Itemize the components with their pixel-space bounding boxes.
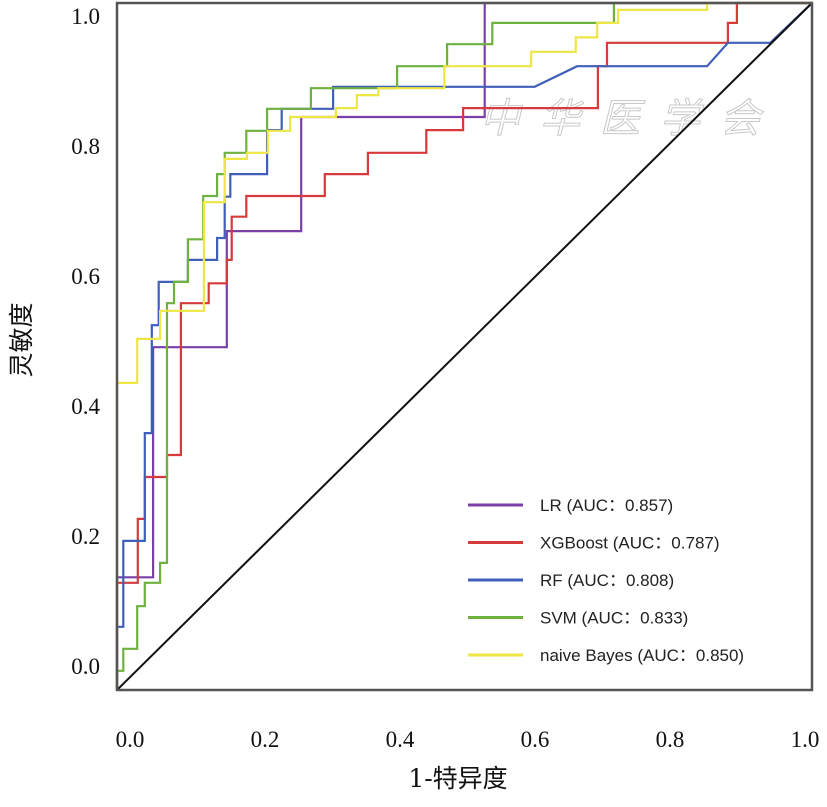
legend-label: naive Bayes (AUC：0.850) [540, 646, 744, 665]
legend-label: SVM (AUC：0.833) [540, 609, 688, 628]
series-layer [115, 1, 813, 690]
x-tick-label: 1.0 [791, 727, 820, 752]
roc-curve-5 [115, 1, 812, 690]
roc-curve-1 [115, 1, 812, 690]
legend: LR (AUC：0.857) XGBoost (AUC：0.787) RF (AUC… [468, 496, 744, 665]
x-tick-label: 0.6 [521, 727, 550, 752]
y-axis-label: 灵敏度 [7, 302, 36, 377]
x-tick-label: 0.0 [116, 727, 145, 752]
legend-label: LR (AUC：0.857) [540, 496, 673, 515]
y-tick-label: 0.4 [71, 394, 100, 419]
watermark: 中华医学会 [480, 96, 764, 142]
x-tick-labels: 0.0 0.2 0.4 0.6 0.8 1.0 [116, 727, 820, 752]
x-tick-label: 0.4 [386, 727, 415, 752]
reference-diagonal [116, 2, 813, 691]
roc-curve-3 [115, 2, 813, 690]
x-axis-label: 1-特异度 [408, 764, 507, 793]
y-tick-label: 0.0 [71, 654, 100, 679]
y-tick-label: 1.0 [71, 4, 100, 29]
y-tick-label: 0.6 [71, 264, 100, 289]
roc-curve-2 [115, 1, 812, 690]
y-tick-label: 0.8 [71, 134, 100, 159]
plot-frame [115, 1, 814, 692]
y-tick-label: 0.2 [71, 524, 100, 549]
x-tick-label: 0.2 [251, 727, 280, 752]
y-tick-labels: 0.0 0.2 0.4 0.6 0.8 1.0 [71, 4, 100, 679]
legend-label: XGBoost (AUC：0.787) [540, 534, 720, 553]
x-tick-label: 0.8 [656, 727, 685, 752]
legend-label: RF (AUC：0.808) [540, 571, 674, 590]
